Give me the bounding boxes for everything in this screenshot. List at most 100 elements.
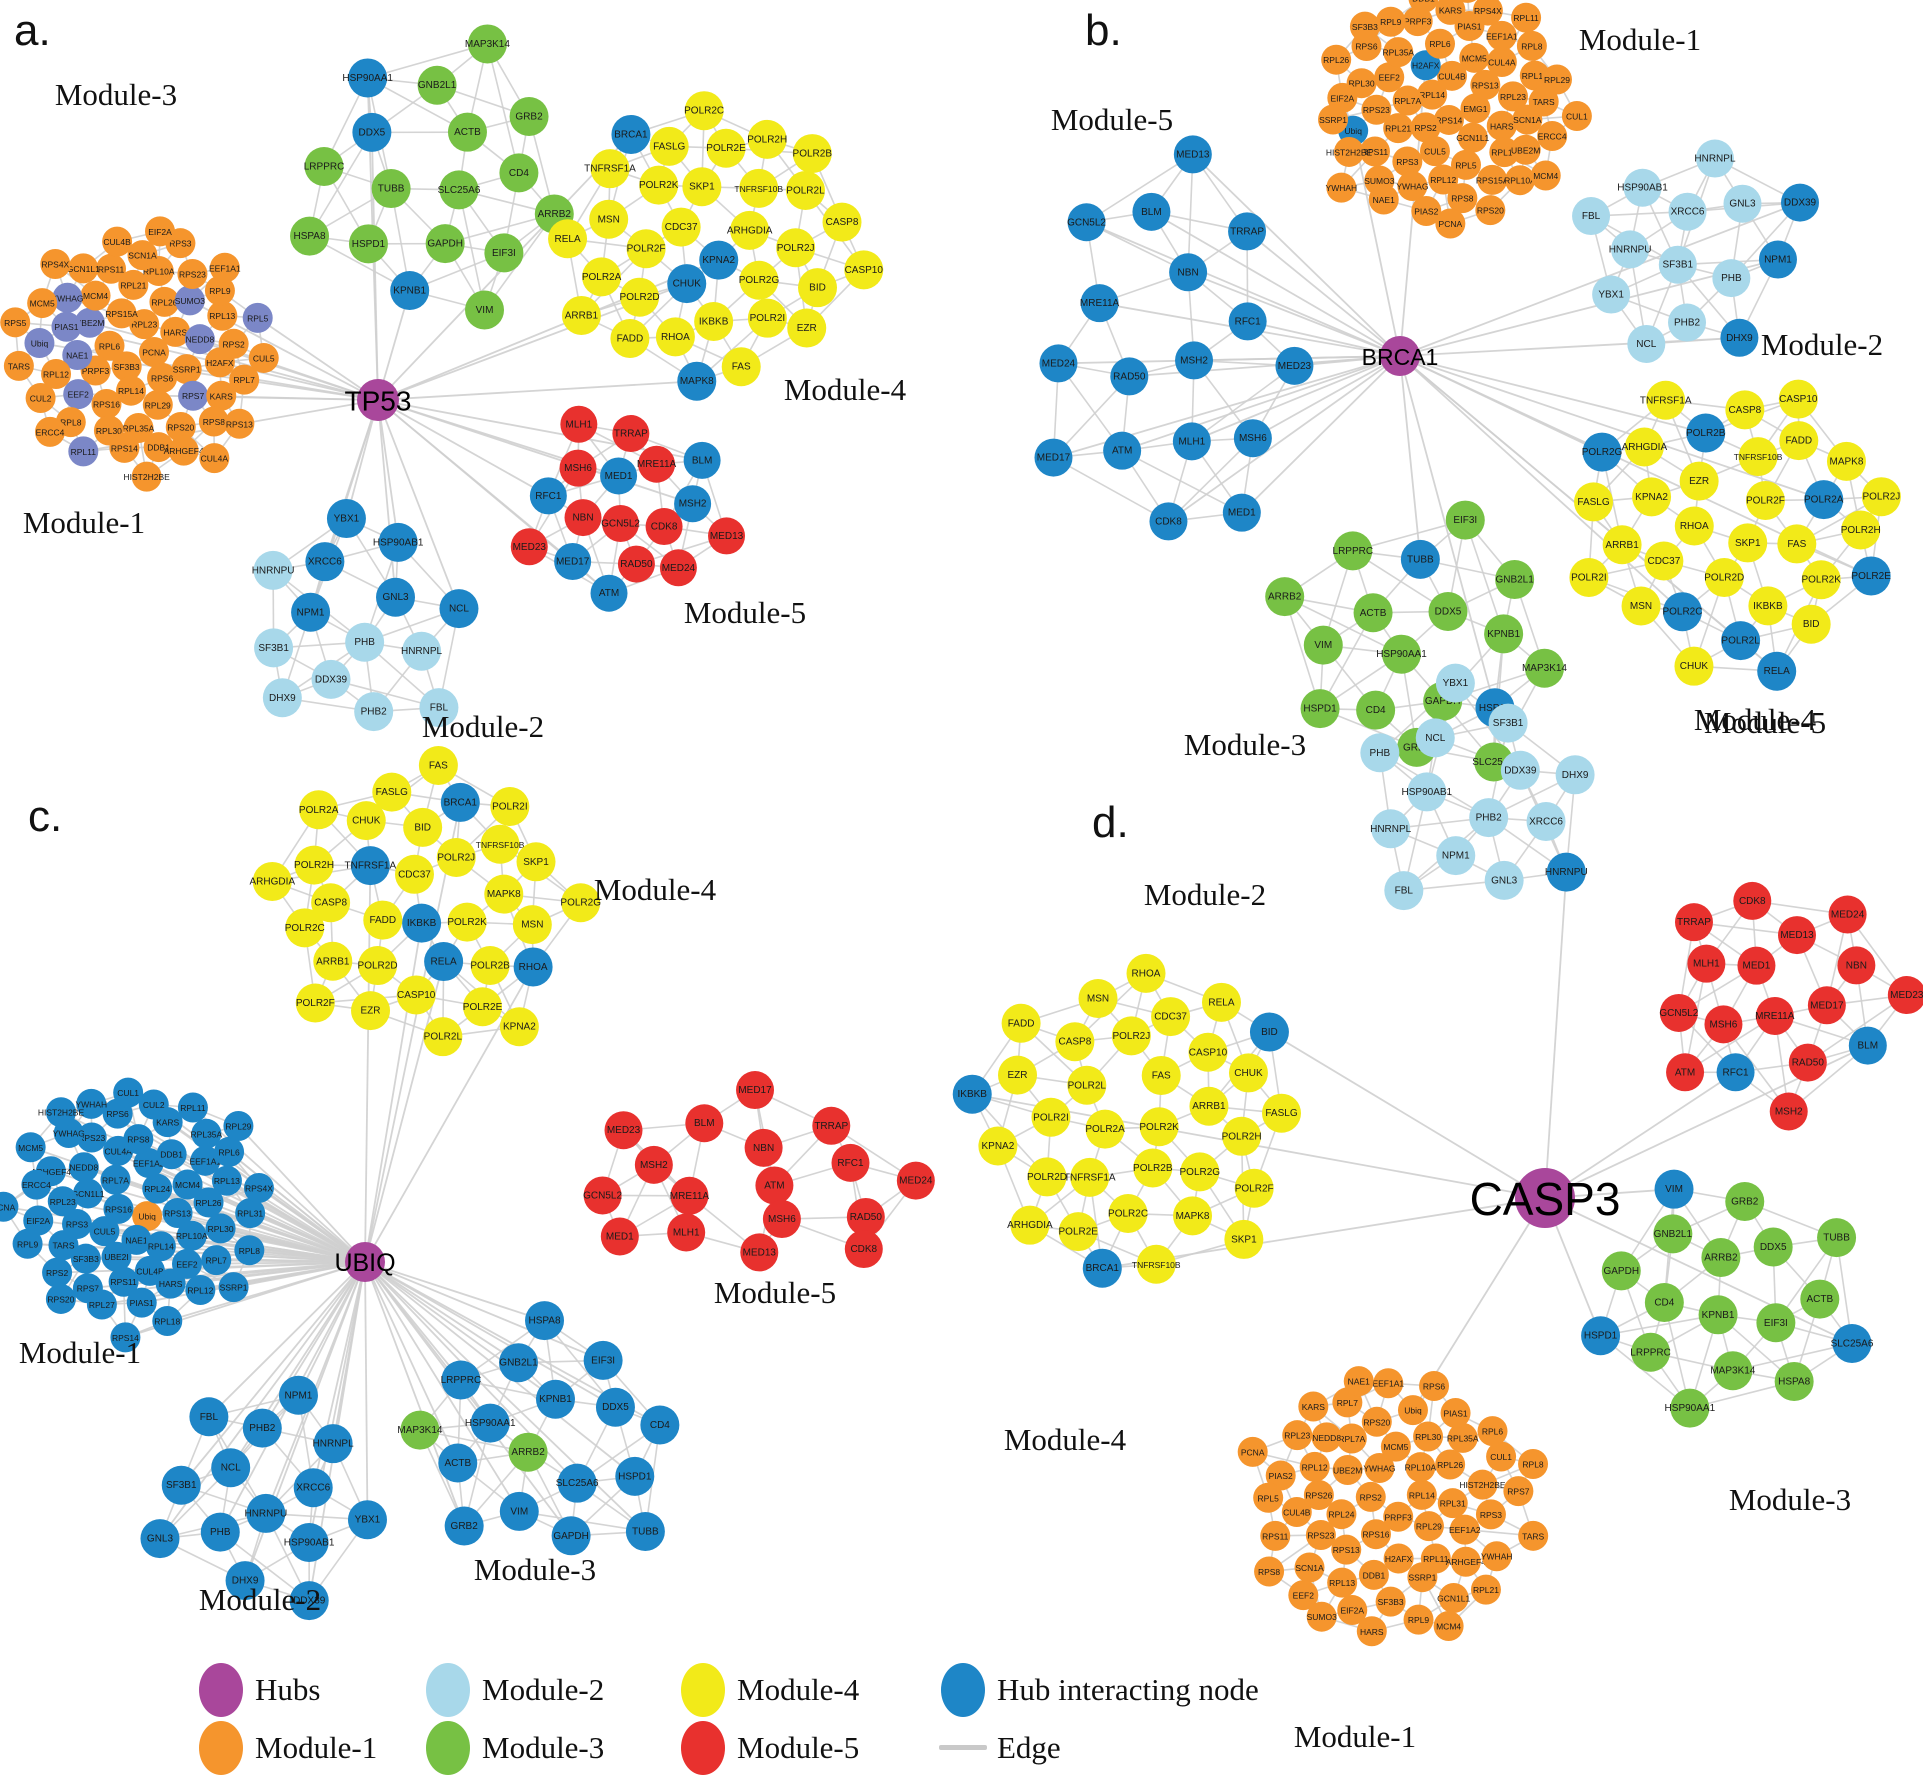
node-FBL[interactable] <box>1572 197 1611 236</box>
node-CUL4B[interactable] <box>1281 1496 1312 1527</box>
node-CUL1[interactable] <box>1486 1441 1517 1472</box>
node-ARHGEF4[interactable] <box>1450 1546 1481 1577</box>
node-POLR2H[interactable] <box>294 845 334 885</box>
node-POLR2G[interactable] <box>1180 1152 1220 1192</box>
node-FADD[interactable] <box>1779 421 1819 461</box>
node-CUL4B[interactable] <box>102 226 133 257</box>
node-CHUK[interactable] <box>1228 1053 1268 1093</box>
node-RPS23[interactable] <box>1305 1520 1336 1551</box>
node-PHB2[interactable] <box>1668 303 1707 342</box>
node-TNFRSF10B[interactable] <box>480 824 520 864</box>
node-POLR2B[interactable] <box>792 134 832 174</box>
node-UBE2M[interactable] <box>1510 134 1541 165</box>
node-MED24[interactable] <box>1828 895 1867 934</box>
node-YWHAG[interactable] <box>1397 171 1428 202</box>
node-RPL9[interactable] <box>1403 1604 1434 1635</box>
node-RPL30[interactable] <box>1413 1421 1444 1452</box>
node-ATM[interactable] <box>1666 1053 1705 1092</box>
node-RAD50[interactable] <box>846 1197 885 1236</box>
node-GNL3[interactable] <box>376 577 416 617</box>
node-CUL5[interactable] <box>89 1216 120 1247</box>
node-RPS14[interactable] <box>1433 104 1464 135</box>
node-SSRP1[interactable] <box>171 354 202 385</box>
node-MRE11A[interactable] <box>638 445 676 483</box>
node-BRCA1[interactable] <box>611 114 651 154</box>
node-RPL21[interactable] <box>1383 113 1414 144</box>
node-DDB1[interactable] <box>156 1139 187 1170</box>
node-HARS[interactable] <box>1356 1616 1387 1647</box>
node-PRPF3[interactable] <box>1402 6 1433 37</box>
node-MSH2[interactable] <box>634 1145 673 1184</box>
node-HIST2H2BE[interactable] <box>1467 1469 1498 1500</box>
node-POLR2L[interactable] <box>785 171 825 211</box>
node-RPL23[interactable] <box>47 1186 78 1217</box>
node-PIAS2[interactable] <box>1411 195 1442 226</box>
node-EIF2A[interactable] <box>145 216 176 247</box>
node-XRCC6[interactable] <box>1668 192 1707 231</box>
node-GNL3[interactable] <box>140 1519 180 1559</box>
node-RPS6[interactable] <box>1419 1370 1450 1401</box>
node-MED1[interactable] <box>1737 946 1776 985</box>
node-RPS6[interactable] <box>147 362 178 393</box>
node-ACTB[interactable] <box>1800 1279 1840 1319</box>
node-POLR2J[interactable] <box>1861 477 1901 517</box>
node-XRCC6[interactable] <box>293 1468 333 1508</box>
node-RPL5[interactable] <box>1450 149 1481 180</box>
node-RHOA[interactable] <box>1126 953 1166 993</box>
node-MLH1[interactable] <box>1172 422 1211 461</box>
node-POLR2C[interactable] <box>1662 592 1702 632</box>
node-MAP3K14[interactable] <box>1713 1351 1753 1391</box>
node-GRB2[interactable] <box>1725 1181 1765 1221</box>
node-TARS[interactable] <box>3 350 34 381</box>
node-POLR2J[interactable] <box>776 228 816 268</box>
node-HNRNPL[interactable] <box>1695 139 1734 178</box>
node-SCN1A[interactable] <box>127 240 158 271</box>
node-MCM4[interactable] <box>80 280 111 311</box>
node-CHUK[interactable] <box>667 264 707 304</box>
node-POLR2F[interactable] <box>295 983 335 1023</box>
node-TARS[interactable] <box>1528 86 1559 117</box>
node-RPS20[interactable] <box>1361 1406 1392 1437</box>
node-TNFRSF10B[interactable] <box>739 168 779 208</box>
node-NPM1[interactable] <box>278 1375 318 1415</box>
node-MCM5[interactable] <box>1380 1431 1411 1462</box>
node-NEDD8[interactable] <box>68 1152 99 1183</box>
node-DHX9[interactable] <box>225 1561 265 1601</box>
node-MSH2[interactable] <box>1175 341 1214 380</box>
node-POLR2D[interactable] <box>620 277 660 317</box>
node-POLR2E[interactable] <box>1851 556 1891 596</box>
node-CDC37[interactable] <box>661 207 701 247</box>
node-RPL8[interactable] <box>1518 1449 1549 1480</box>
node-RPS13[interactable] <box>224 408 255 439</box>
node-MRE11A[interactable] <box>1755 996 1794 1035</box>
node-PHB[interactable] <box>200 1512 240 1552</box>
node-CD4[interactable] <box>499 153 539 193</box>
node-LRPPRC[interactable] <box>441 1360 481 1400</box>
hub-node[interactable] <box>1515 1168 1575 1228</box>
node-MSH6[interactable] <box>559 449 597 487</box>
node-RPL5[interactable] <box>1253 1482 1284 1513</box>
node-HSPD1[interactable] <box>348 224 388 264</box>
node-POLR2D[interactable] <box>358 946 398 986</box>
node-HARS[interactable] <box>155 1268 186 1299</box>
node-GCN1L1[interactable] <box>73 1178 104 1209</box>
node-RAD50[interactable] <box>1788 1043 1827 1082</box>
node-ACTB[interactable] <box>1353 593 1393 633</box>
node-MCM5[interactable] <box>27 288 58 319</box>
node-TUBB[interactable] <box>371 169 411 209</box>
node-RELA[interactable] <box>548 219 588 259</box>
node-RPL23[interactable] <box>129 309 160 340</box>
node-RPS11[interactable] <box>1260 1520 1291 1551</box>
hub-BRCA1[interactable]: BRCA1 <box>1362 336 1439 376</box>
node-CDK8[interactable] <box>1149 502 1188 541</box>
node-MED1[interactable] <box>1222 493 1261 532</box>
node-RPS20[interactable] <box>165 411 196 442</box>
node-GRB2[interactable] <box>444 1506 484 1546</box>
node-ARRB2[interactable] <box>1701 1237 1741 1277</box>
node-RPL14[interactable] <box>115 375 146 406</box>
node-HSP90AA1[interactable] <box>470 1403 510 1443</box>
node-MED17[interactable] <box>554 543 592 581</box>
node-MLH1[interactable] <box>1687 944 1726 983</box>
node-POLR2C[interactable] <box>1108 1193 1148 1233</box>
node-KPNA2[interactable] <box>978 1126 1018 1166</box>
